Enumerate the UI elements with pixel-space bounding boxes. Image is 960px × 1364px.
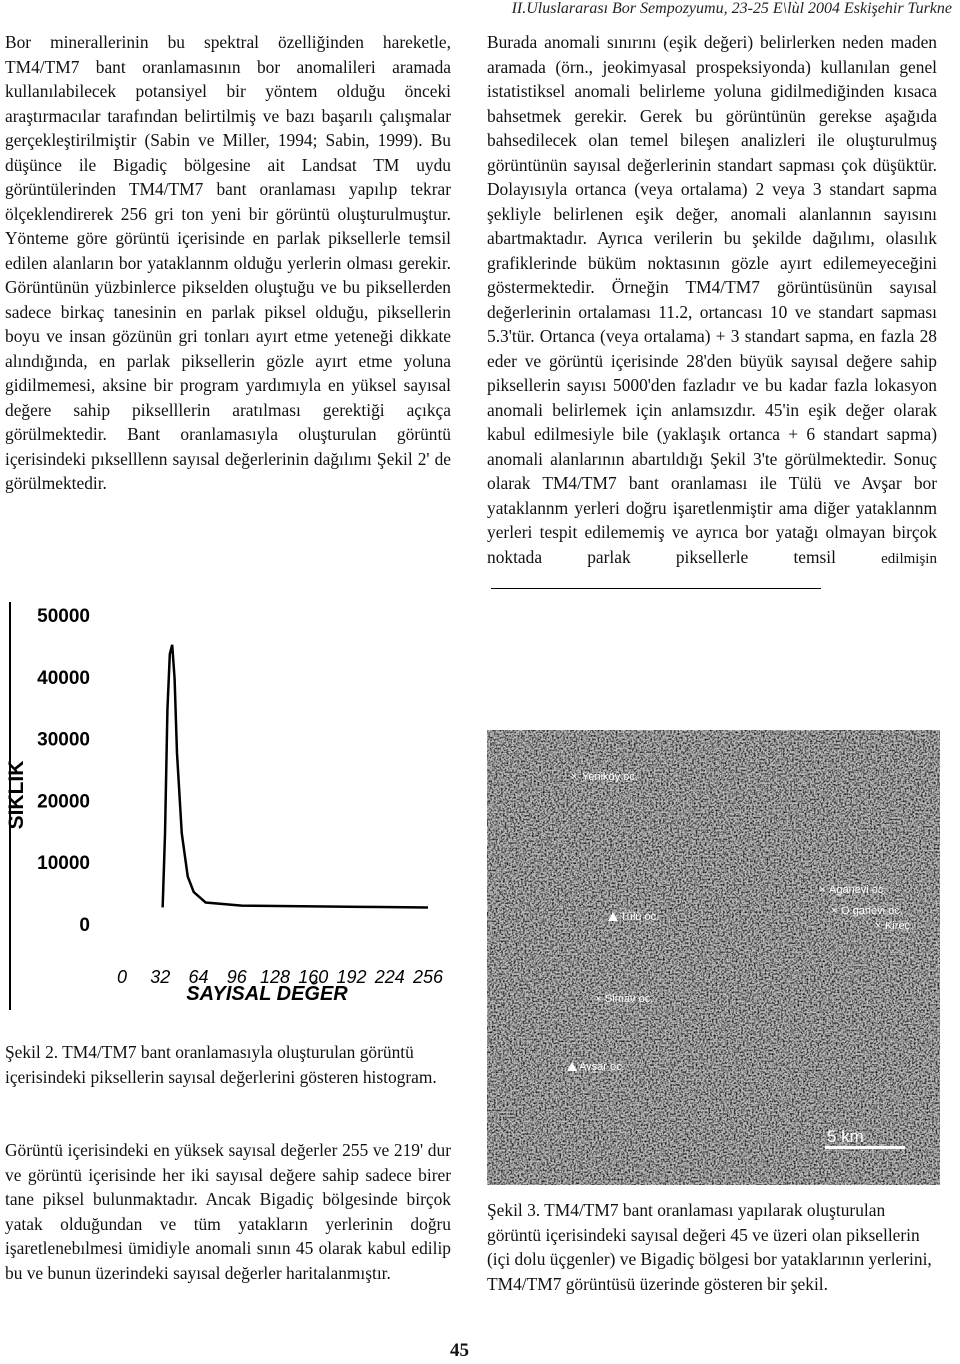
header: II.Uluslararası Bor Sempozyumu, 23-25 E\… (511, 0, 952, 17)
paragraph: Burada anomali sınırını (eşik değeri) be… (487, 30, 937, 596)
y-tick-label: 40000 (37, 668, 90, 689)
page-number: 45 (450, 1340, 469, 1361)
caption: Şekil 3. TM4/TM7 bant oranlaması yapılar… (487, 1200, 932, 1294)
rule (491, 574, 821, 589)
y-axis-label: SIKLIK (5, 761, 28, 830)
paragraph: Görüntü içerisindeki en yüksek sayısal d… (5, 1140, 451, 1283)
x-tick-label: 128 (260, 967, 290, 987)
last-word: edilmişin (881, 550, 937, 567)
cross-marker: × (819, 884, 825, 896)
x-axis-label: SAYISAL DEĞER (186, 981, 348, 1005)
y-tick-label: 30000 (37, 730, 90, 751)
y-tick-label: 0 (79, 915, 90, 936)
cross-marker: × (595, 993, 601, 1005)
triangle-marker (608, 912, 618, 921)
scale-label: 5 km (827, 1127, 864, 1146)
map-label: Kireç (885, 920, 911, 932)
map-label: Simav oc. (605, 993, 653, 1005)
x-tick-label: 192 (336, 967, 366, 987)
caption: Şekil 2. TM4/TM7 bant oranlamasıyla oluş… (5, 1042, 437, 1087)
y-tick-label: 50000 (37, 606, 90, 627)
y-tick-label: 10000 (37, 853, 90, 874)
x-tick-label: 256 (412, 967, 444, 987)
histogram: SIKLIK SAYISAL DEĞER 0 10000 20000 30000 400… (5, 602, 444, 1010)
map-label: Tülü oc. (620, 911, 659, 923)
paragraph: Bor minerallerinin bu spektral özelliğin… (5, 32, 451, 493)
markers: × × × × × (567, 771, 905, 1149)
y-tick-label: 20000 (37, 791, 90, 812)
x-tick-label: 96 (227, 967, 248, 987)
paragraph-text: Burada anomali sınırını (eşik değeri) be… (487, 32, 937, 567)
map-label: Avşar oc. (579, 1061, 625, 1073)
map-label: Aganevi oc. (829, 884, 886, 896)
satellite-image: Yeniköy oc. Aganevi oc. O.ganevi oc. Kir… (487, 730, 940, 1185)
histogram-curve (161, 644, 429, 909)
map-label: Yeniköy oc. (582, 771, 638, 783)
x-tick-label: 160 (298, 967, 328, 987)
labels: Yeniköy oc. Aganevi oc. O.ganevi oc. Kir… (579, 771, 911, 1146)
scale-bar (825, 1146, 905, 1149)
x-tick-label: 0 (117, 967, 127, 987)
cross-marker: × (875, 920, 881, 932)
x-tick-label: 224 (374, 967, 405, 987)
cross-marker: × (831, 905, 837, 917)
triangle-marker (567, 1062, 577, 1071)
cross-marker: × (571, 771, 577, 783)
image-texture (487, 730, 940, 1185)
map-label: O.ganevi oc. (841, 905, 903, 917)
x-tick-label: 32 (150, 967, 170, 987)
x-tick-label: 64 (188, 967, 208, 987)
